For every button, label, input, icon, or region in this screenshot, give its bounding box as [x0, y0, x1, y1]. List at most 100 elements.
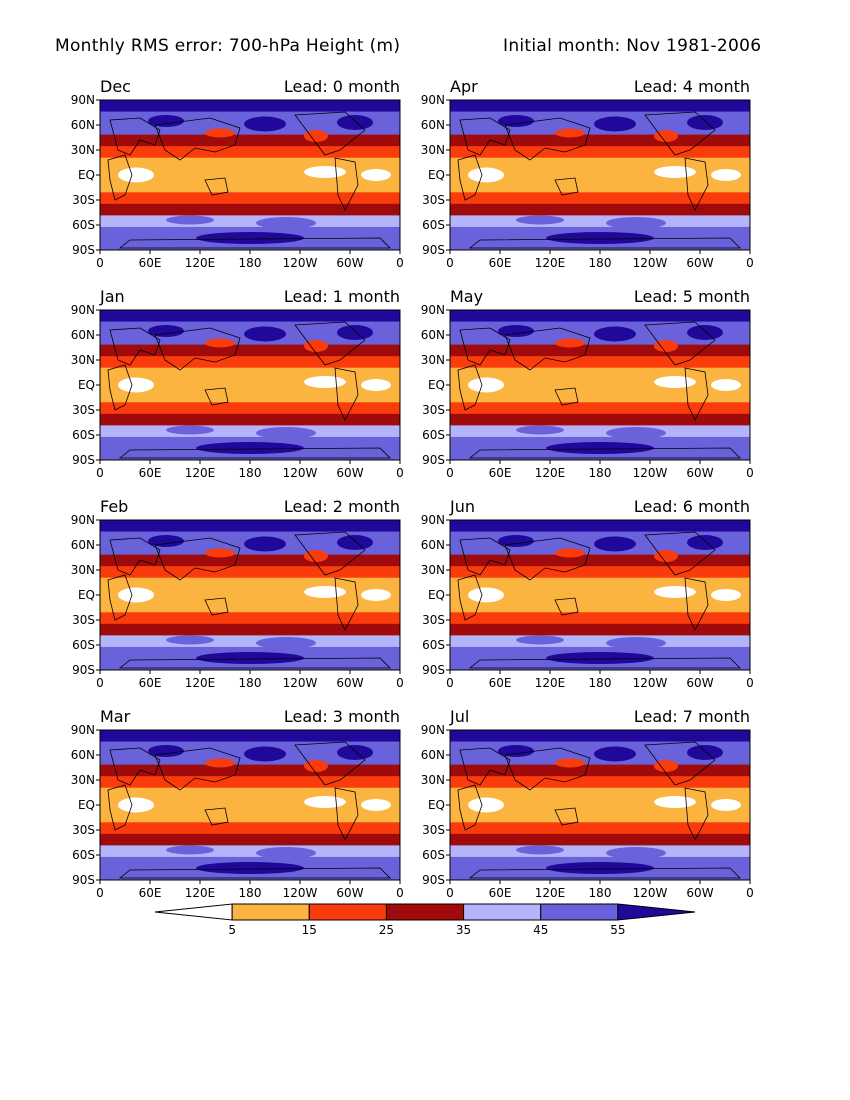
field-cell: [118, 167, 154, 183]
field-cell: [711, 169, 741, 181]
panel-lead-label: Lead: 3 month: [283, 707, 400, 726]
x-tick-label: 60E: [139, 676, 162, 690]
coastline: [294, 741, 366, 786]
lat-band: [100, 554, 400, 567]
lat-band: [100, 868, 400, 881]
field-cell: [468, 587, 504, 603]
field-cell: [516, 845, 564, 855]
lat-band: [450, 192, 750, 205]
field-cell: [555, 338, 585, 348]
coastline: [109, 537, 161, 576]
x-tick-label: 120W: [633, 886, 668, 900]
lat-band: [450, 810, 750, 823]
field-cell: [594, 536, 636, 552]
field-cell: [118, 377, 154, 393]
panel-month-label: Jun: [450, 497, 475, 516]
x-tick-label: 60W: [686, 466, 713, 480]
panel-month-label: Mar: [100, 707, 131, 726]
coastline: [684, 577, 709, 631]
field-cell: [687, 745, 723, 760]
lat-band: [100, 215, 400, 228]
y-tick-label: 90S: [422, 453, 445, 467]
field-cell: [687, 535, 723, 550]
x-tick-label: 120E: [185, 466, 216, 480]
x-tick-label: 0: [746, 256, 754, 270]
panel-lead-label: Lead: 6 month: [633, 497, 750, 516]
x-tick-label: 0: [746, 886, 754, 900]
panel-lead-label: Lead: 0 month: [283, 77, 400, 96]
coastline: [109, 747, 161, 786]
field-cell: [244, 746, 286, 762]
lat-band: [100, 730, 400, 743]
field-cell: [304, 796, 346, 808]
coastline: [107, 784, 133, 831]
x-tick-label: 60W: [336, 886, 363, 900]
coastline: [459, 117, 511, 156]
x-tick-label: 0: [96, 256, 104, 270]
x-tick-label: 60W: [686, 886, 713, 900]
lat-band: [100, 612, 400, 625]
y-tick-label: 90N: [421, 303, 445, 317]
coastline: [468, 447, 741, 459]
field-cell: [654, 376, 696, 388]
lat-band: [450, 776, 750, 789]
field-cell: [516, 215, 564, 225]
field-cell: [546, 232, 654, 244]
coastline: [504, 117, 591, 161]
lat-band: [100, 402, 400, 415]
lat-band: [450, 623, 750, 636]
coastline: [457, 154, 483, 201]
x-tick-label: 120E: [535, 676, 566, 690]
field-cell: [654, 130, 678, 142]
lat-band: [100, 344, 400, 357]
lat-band: [100, 203, 400, 216]
field-cell: [304, 166, 346, 178]
coastline: [118, 237, 391, 249]
lat-band: [100, 448, 400, 461]
x-tick-label: 120W: [283, 676, 318, 690]
lat-band: [450, 402, 750, 415]
coastline: [109, 117, 161, 156]
coastline: [118, 657, 391, 669]
lat-band: [100, 238, 400, 251]
y-tick-label: 60N: [71, 118, 95, 132]
field-cell: [166, 425, 214, 435]
y-tick-label: EQ: [78, 798, 95, 812]
x-tick-label: 120W: [283, 886, 318, 900]
colorbar-label: 5: [228, 923, 236, 937]
y-tick-label: 90S: [72, 453, 95, 467]
lat-band: [100, 100, 400, 113]
colorbar-bin: [154, 903, 233, 921]
x-tick-label: 0: [446, 886, 454, 900]
x-tick-label: 120E: [535, 466, 566, 480]
x-tick-label: 60E: [489, 466, 512, 480]
x-tick-label: 120W: [633, 256, 668, 270]
field-cell: [196, 862, 304, 874]
lat-band: [450, 134, 750, 147]
field-cell: [555, 128, 585, 138]
y-tick-label: 30S: [72, 613, 95, 627]
y-tick-label: 30N: [421, 773, 445, 787]
x-tick-label: 0: [446, 256, 454, 270]
field-cell: [516, 425, 564, 435]
colorbar-bin: [463, 903, 542, 921]
lat-band: [450, 612, 750, 625]
panel-month-label: Apr: [450, 77, 478, 96]
y-tick-label: 60S: [72, 638, 95, 652]
field-cell: [361, 589, 391, 601]
coastline: [684, 157, 709, 211]
figure-initial-month: Initial month: Nov 1981-2006: [503, 36, 762, 56]
coastline: [504, 537, 591, 581]
x-tick-label: 120E: [535, 256, 566, 270]
coastline: [154, 537, 241, 581]
y-tick-label: 60N: [71, 748, 95, 762]
x-tick-label: 120E: [185, 256, 216, 270]
coastline: [554, 807, 579, 826]
y-tick-label: EQ: [428, 588, 445, 602]
y-tick-label: 60N: [421, 748, 445, 762]
field-cell: [244, 326, 286, 342]
map-panel-jul: Jul Lead: 7 month 90N 60N 30N EQ 30S 60S 90S 0 6…: [420, 707, 754, 900]
lat-band: [100, 845, 400, 858]
lat-band: [450, 413, 750, 426]
lat-band: [450, 658, 750, 671]
